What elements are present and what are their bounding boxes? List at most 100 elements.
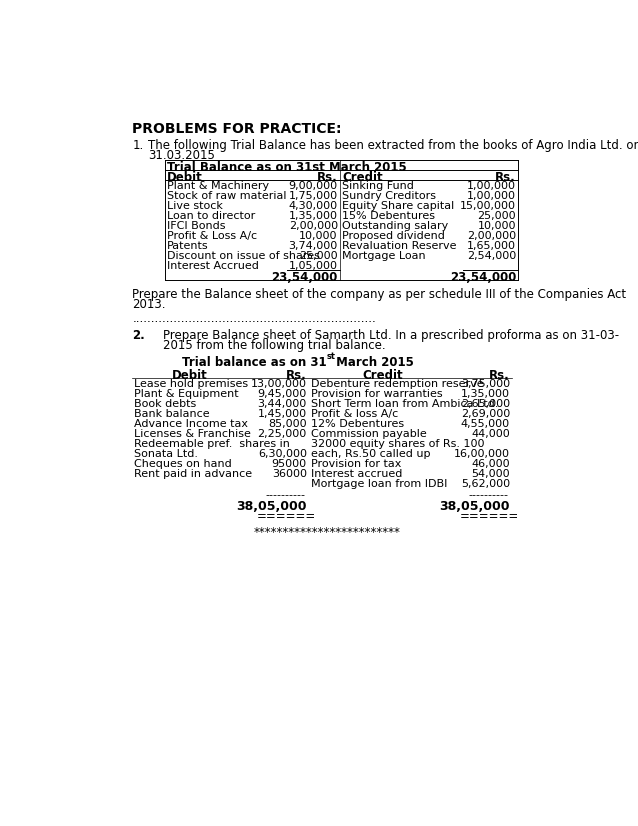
Text: 23,54,000: 23,54,000 (450, 271, 516, 284)
Text: 38,05,000: 38,05,000 (440, 501, 510, 513)
Text: IFCI Bonds: IFCI Bonds (167, 221, 226, 230)
Text: Lease hold premises: Lease hold premises (134, 378, 248, 388)
Text: 54,000: 54,000 (471, 468, 510, 479)
Text: st: st (327, 353, 336, 362)
Text: Profit & loss A/c: Profit & loss A/c (311, 409, 398, 419)
Text: 1,35,000: 1,35,000 (289, 211, 338, 221)
Text: Proposed dividend: Proposed dividend (343, 230, 445, 241)
Text: 1.: 1. (133, 139, 144, 152)
Text: 15% Debentures: 15% Debentures (343, 211, 436, 221)
Text: Rs.: Rs. (317, 171, 338, 183)
Text: 9,45,000: 9,45,000 (258, 389, 307, 399)
Text: Advance Income tax: Advance Income tax (134, 419, 248, 429)
Text: 32000 equity shares of Rs. 100: 32000 equity shares of Rs. 100 (311, 439, 484, 449)
Text: 2015 from the following trial balance.: 2015 from the following trial balance. (163, 339, 386, 352)
Text: ----------: ---------- (469, 491, 509, 501)
Text: Book debts: Book debts (134, 399, 197, 409)
Text: Patents: Patents (167, 241, 209, 251)
Text: 5,62,000: 5,62,000 (461, 479, 510, 489)
Text: 44,000: 44,000 (471, 429, 510, 439)
Text: The following Trial Balance has been extracted from the books of Agro India Ltd.: The following Trial Balance has been ext… (148, 139, 638, 152)
Text: Rent paid in advance: Rent paid in advance (134, 468, 252, 479)
Text: 16,00,000: 16,00,000 (454, 449, 510, 458)
Text: 2,25,000: 2,25,000 (258, 429, 307, 439)
Text: 15,00,000: 15,00,000 (460, 201, 516, 211)
Text: 6,30,000: 6,30,000 (258, 449, 307, 458)
Text: Short Term loan from Ambica Ltd.: Short Term loan from Ambica Ltd. (311, 399, 498, 409)
Text: 1,05,000: 1,05,000 (289, 261, 338, 271)
Text: 38,05,000: 38,05,000 (236, 501, 307, 513)
Text: Outstanding salary: Outstanding salary (343, 221, 449, 230)
Text: Sinking Fund: Sinking Fund (343, 181, 414, 191)
Text: Commission payable: Commission payable (311, 429, 426, 439)
Text: .................................................................: ........................................… (133, 311, 376, 325)
Text: Plant & Machinery: Plant & Machinery (167, 181, 269, 191)
Text: Prepare the Balance sheet of the company as per schedule III of the Companies Ac: Prepare the Balance sheet of the company… (133, 287, 627, 301)
Text: Plant & Equipment: Plant & Equipment (134, 389, 239, 399)
Text: 1,35,000: 1,35,000 (461, 389, 510, 399)
Text: PROBLEMS FOR PRACTICE:: PROBLEMS FOR PRACTICE: (133, 122, 342, 136)
Text: Redeemable pref.  shares in: Redeemable pref. shares in (134, 439, 290, 449)
Text: Profit & Loss A/c: Profit & Loss A/c (167, 230, 258, 241)
Text: 2.: 2. (133, 329, 145, 342)
Text: 25,000: 25,000 (299, 251, 338, 261)
Text: 13,00,000: 13,00,000 (251, 378, 307, 388)
Text: Licenses & Franchise: Licenses & Franchise (134, 429, 251, 439)
Text: 3,75,000: 3,75,000 (461, 378, 510, 388)
Text: Sundry Creditors: Sundry Creditors (343, 191, 436, 201)
Text: Stock of raw material: Stock of raw material (167, 191, 287, 201)
Text: March 2015: March 2015 (332, 355, 414, 368)
Text: 4,30,000: 4,30,000 (289, 201, 338, 211)
Text: 2,69,000: 2,69,000 (461, 409, 510, 419)
Text: ======: ====== (459, 510, 519, 524)
Text: 1,65,000: 1,65,000 (467, 241, 516, 251)
Text: 46,000: 46,000 (471, 458, 510, 468)
Text: Discount on issue of shares: Discount on issue of shares (167, 251, 320, 261)
Text: Provision for tax: Provision for tax (311, 458, 401, 468)
Text: 2,54,000: 2,54,000 (467, 251, 516, 261)
Text: Interest Accrued: Interest Accrued (167, 261, 259, 271)
Text: 2013.: 2013. (133, 298, 166, 311)
Text: Trial balance as on 31: Trial balance as on 31 (182, 355, 327, 368)
Text: Rs.: Rs. (495, 171, 516, 183)
Text: each, Rs.50 called up: each, Rs.50 called up (311, 449, 430, 458)
Text: 1,00,000: 1,00,000 (467, 191, 516, 201)
Text: Provision for warranties: Provision for warranties (311, 389, 442, 399)
Text: Cheques on hand: Cheques on hand (134, 458, 232, 468)
Text: ======: ====== (256, 510, 316, 524)
Text: Credit: Credit (343, 171, 383, 183)
Text: Debit: Debit (167, 171, 203, 183)
Text: 23,54,000: 23,54,000 (271, 271, 338, 284)
Text: 85,000: 85,000 (268, 419, 307, 429)
Text: Bank balance: Bank balance (134, 409, 210, 419)
Text: Interest accrued: Interest accrued (311, 468, 402, 479)
Text: 31.03.2015: 31.03.2015 (148, 150, 215, 162)
Text: Rs.: Rs. (286, 368, 307, 382)
Text: Live stock: Live stock (167, 201, 223, 211)
Text: 1,00,000: 1,00,000 (467, 181, 516, 191)
Text: 36000: 36000 (272, 468, 307, 479)
Text: Mortgage loan from IDBI: Mortgage loan from IDBI (311, 479, 447, 489)
Text: 2,00,000: 2,00,000 (467, 230, 516, 241)
Text: Prepare Balance sheet of Samarth Ltd. In a prescribed proforma as on 31-03-: Prepare Balance sheet of Samarth Ltd. In… (163, 329, 619, 342)
Text: 10,000: 10,000 (299, 230, 338, 241)
Text: 2,65,000: 2,65,000 (461, 399, 510, 409)
Text: Sonata Ltd.: Sonata Ltd. (134, 449, 198, 458)
Text: 1,75,000: 1,75,000 (289, 191, 338, 201)
Text: Debit: Debit (172, 368, 208, 382)
Text: 9,00,000: 9,00,000 (289, 181, 338, 191)
Text: Revaluation Reserve: Revaluation Reserve (343, 241, 457, 251)
Text: Trial Balance as on 31st March 2015: Trial Balance as on 31st March 2015 (167, 161, 407, 173)
Text: Debenture redemption reserve: Debenture redemption reserve (311, 378, 484, 388)
Text: 10,000: 10,000 (478, 221, 516, 230)
Text: Rs.: Rs. (489, 368, 510, 382)
Text: *************************: ************************* (253, 525, 401, 539)
Text: Credit: Credit (362, 368, 403, 382)
Text: Loan to director: Loan to director (167, 211, 256, 221)
Text: 4,55,000: 4,55,000 (461, 419, 510, 429)
Text: 3,74,000: 3,74,000 (288, 241, 338, 251)
Text: Mortgage Loan: Mortgage Loan (343, 251, 426, 261)
Text: 1,45,000: 1,45,000 (258, 409, 307, 419)
Text: 12% Debentures: 12% Debentures (311, 419, 404, 429)
Text: 2,00,000: 2,00,000 (289, 221, 338, 230)
